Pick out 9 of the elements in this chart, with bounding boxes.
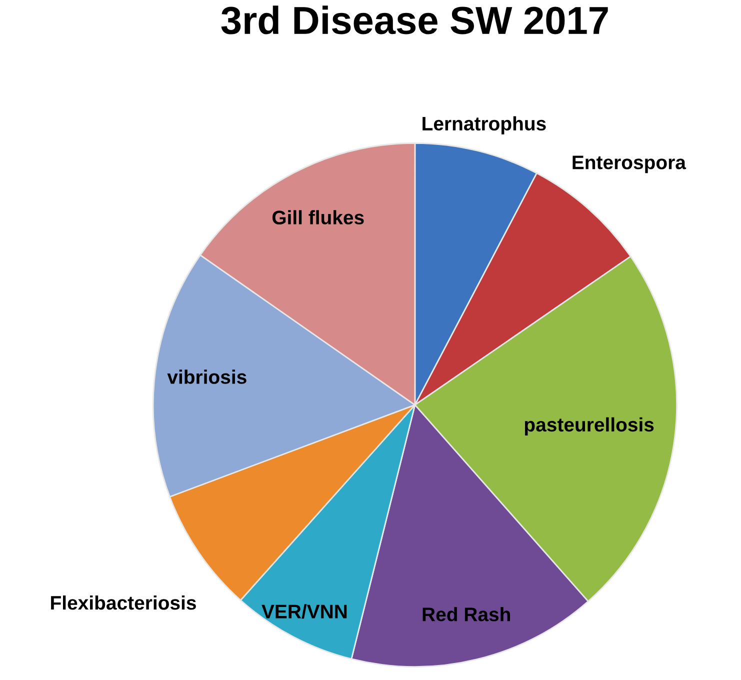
chart-title: 3rd Disease SW 2017 [221, 6, 608, 34]
slice-label: vibriosis [167, 370, 246, 384]
slice-label: Enterospora [572, 156, 686, 174]
slice-label: Red Rash [422, 607, 510, 622]
slice-label: VER/VNN [262, 604, 347, 619]
slice-label: Flexibacteriosis [51, 595, 196, 610]
slice-label: pasteurellosis [524, 417, 654, 436]
slice-label: Gill flukes [272, 210, 364, 224]
slice-label: Lernatrophus [422, 116, 546, 134]
